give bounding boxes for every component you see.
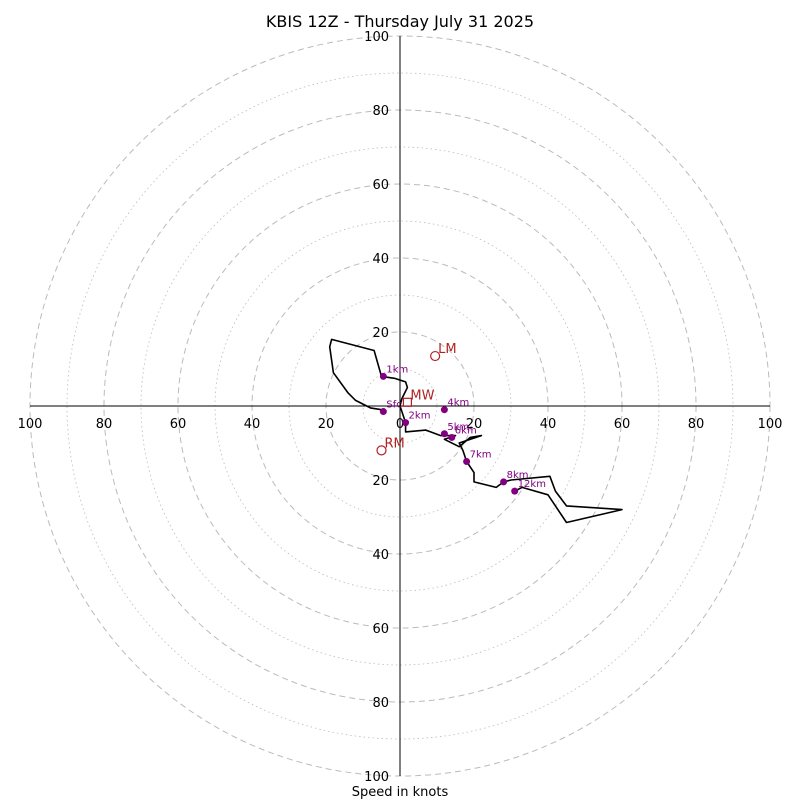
height-marker-label: 4km bbox=[447, 398, 469, 409]
height-marker-point bbox=[440, 406, 448, 414]
height-marker-point bbox=[379, 408, 387, 416]
height-marker-point bbox=[448, 433, 456, 441]
height-marker-label: 5km bbox=[447, 422, 469, 433]
y-tick-label: 80 bbox=[372, 104, 389, 119]
hodograph-trace bbox=[328, 338, 623, 524]
y-tick-label: 80 bbox=[372, 696, 389, 711]
y-tick-label: 40 bbox=[372, 548, 389, 563]
y-tick-label: 60 bbox=[372, 178, 389, 193]
height-marker-point bbox=[402, 419, 410, 427]
storm-motion-label: MW bbox=[410, 388, 434, 403]
hodograph-trace-group bbox=[328, 338, 623, 524]
height-marker-label: 8km bbox=[507, 470, 529, 481]
storm-motion-marker bbox=[376, 445, 387, 456]
height-marker-label: 6km bbox=[455, 425, 477, 436]
y-tick-labels: 100 80 60 40 20 20 40 60 80 100 bbox=[364, 30, 389, 785]
storm-motion-marker bbox=[430, 350, 441, 362]
height-marker-point bbox=[500, 478, 508, 486]
y-tick-label: 100 bbox=[364, 770, 389, 785]
storm-motion-label: LM bbox=[438, 342, 456, 357]
chart-title: KBIS 12Z - Thursday July 31 2025 bbox=[266, 12, 534, 31]
x-tick-label: 100 bbox=[18, 417, 43, 432]
height-marker-point bbox=[440, 430, 448, 438]
y-tick-label: 20 bbox=[372, 474, 389, 489]
height-marker-label: 2km bbox=[409, 411, 431, 422]
height-marker-label: 7km bbox=[470, 450, 492, 461]
x-tick-label: 100 bbox=[758, 417, 783, 432]
x-tick-label: 80 bbox=[96, 417, 113, 432]
height-marker-point bbox=[463, 458, 471, 465]
x-tick-label: 20 bbox=[466, 417, 483, 432]
height-marker-label: Sfc bbox=[386, 400, 401, 411]
storm-motions: LM MW RM bbox=[376, 342, 457, 456]
x-tick-label: 60 bbox=[614, 417, 631, 432]
x-tick-label: 80 bbox=[688, 417, 705, 432]
storm-motion-label: RM bbox=[385, 436, 405, 451]
y-tick-label: 60 bbox=[372, 622, 389, 637]
x-tick-label: 40 bbox=[244, 417, 261, 432]
height-marker-label: 12km bbox=[518, 479, 546, 490]
y-tick-label: 20 bbox=[372, 326, 389, 341]
x-tick-label: 40 bbox=[540, 417, 557, 432]
height-marker-label: 1km bbox=[386, 364, 408, 375]
x-tick-label: 60 bbox=[170, 417, 187, 432]
x-tick-labels: 100 80 60 40 20 0 20 40 60 80 100 bbox=[18, 417, 783, 432]
y-tick-label: 100 bbox=[364, 30, 389, 45]
y-tick-label: 40 bbox=[372, 252, 389, 267]
height-marker-point bbox=[511, 487, 519, 495]
x-tick-label: 0 bbox=[396, 417, 404, 432]
x-axis-label: Speed in knots bbox=[352, 785, 449, 800]
height-marker-point bbox=[379, 372, 387, 380]
storm-motion-marker bbox=[402, 397, 412, 407]
x-tick-label: 20 bbox=[318, 417, 335, 432]
